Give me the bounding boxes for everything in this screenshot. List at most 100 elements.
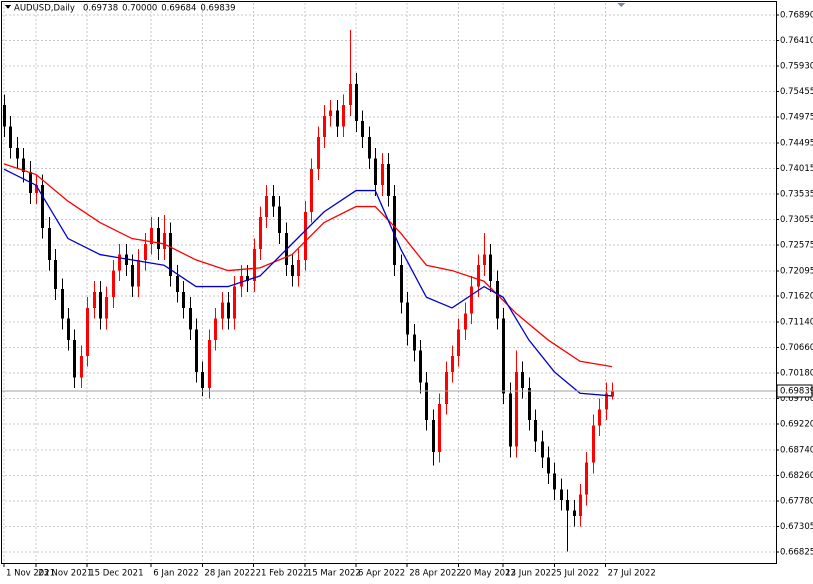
grid (1, 3, 776, 563)
x-tick-label: 6 Apr 2022 (358, 569, 405, 579)
candle-body (80, 355, 83, 378)
candle-body (41, 185, 44, 228)
candle-body (105, 297, 108, 319)
candle-body (445, 371, 448, 404)
candle-body (406, 302, 409, 335)
candle-body (208, 339, 211, 388)
plot (1, 29, 776, 552)
candle-body (233, 286, 236, 319)
candle-body (342, 105, 345, 127)
candle-body (22, 158, 25, 172)
candle-body (502, 318, 505, 394)
y-tick-label: 0.67305 (780, 522, 813, 532)
candle-body (297, 259, 300, 276)
candle-body (61, 289, 64, 319)
y-tick-label: 0.75930 (780, 62, 813, 72)
y-tick-label: 0.76890 (780, 11, 813, 21)
quote-open: 0.69738 (83, 4, 118, 14)
candle-body (541, 441, 544, 458)
candle-body (67, 318, 70, 340)
candle-body (189, 307, 192, 330)
candle-body (253, 249, 256, 282)
x-tick-label: 6 Jan 2022 (153, 569, 199, 579)
candle-body (381, 163, 384, 186)
candle-body (611, 391, 614, 397)
quote-close: 0.69839 (200, 4, 235, 14)
candle-body (272, 195, 275, 207)
candle-body (400, 265, 403, 303)
candle-body (413, 334, 416, 351)
candle-body (323, 115, 326, 138)
candle-body (438, 403, 441, 452)
y-tick-label: 0.73535 (780, 190, 813, 200)
x-tick-label: 28 Jan 2022 (204, 569, 255, 579)
candle-body (457, 329, 460, 356)
candle-body (246, 275, 249, 282)
candle-body (240, 275, 243, 287)
candle-body (464, 313, 467, 330)
candle-body (425, 382, 428, 420)
candle-body (361, 121, 364, 138)
y-tick-label: 0.73055 (780, 215, 813, 225)
candle-body (291, 265, 294, 276)
moving-average-line (3, 163, 613, 368)
y-tick-label: 0.69700 (780, 394, 813, 404)
candle-body (137, 259, 140, 287)
candle-body (304, 211, 307, 260)
candle-body (560, 489, 563, 500)
symbol-marker (5, 5, 11, 9)
candle-body (48, 227, 51, 260)
y-tick-label: 0.69220 (780, 420, 813, 430)
x-tick-label: 28 Apr 2022 (409, 569, 462, 579)
x-tick-label: 15 Dec 2021 (89, 569, 143, 579)
candle-body (393, 195, 396, 266)
candle-body (150, 227, 153, 244)
x-tick-label: 23 Nov 2021 (38, 569, 92, 579)
candle-body (553, 473, 556, 490)
chart-shift-marker (617, 3, 625, 7)
candle-body (227, 302, 230, 319)
candle-body (99, 291, 102, 319)
candle-body (182, 291, 185, 308)
x-tick-label: 27 Jul 2022 (608, 569, 656, 579)
candle-body (579, 494, 582, 516)
candle-body (496, 281, 499, 319)
candle-body (477, 265, 480, 287)
candle-body (515, 371, 518, 447)
y-tick-label: 0.66825 (780, 548, 813, 558)
candle-body (566, 499, 569, 511)
quote-high: 0.70000 (122, 4, 157, 14)
x-tick-label: 20 May 2022 (460, 569, 515, 579)
candle-body (374, 158, 377, 186)
y-tick-label: 0.76410 (780, 36, 813, 46)
y-tick-label: 0.72575 (780, 241, 813, 251)
x-tick-label: 15 Mar 2022 (307, 569, 361, 579)
candle-body (528, 387, 531, 420)
axes: 0.76890 0.76410 0.75930 0.75455 0.74975 0.744… (3, 11, 813, 579)
candle-body (470, 286, 473, 314)
candle-body (451, 355, 454, 372)
quote-low: 0.69684 (161, 4, 196, 14)
candle-body (329, 110, 332, 116)
y-tick-label: 0.68260 (780, 471, 813, 481)
candle-body (157, 227, 160, 250)
current-price-box (776, 384, 813, 398)
candle-body (349, 83, 352, 106)
candle-body (310, 169, 313, 212)
plot-frame (1, 1, 777, 564)
candle-body (598, 409, 601, 426)
candle-body (265, 195, 268, 218)
candle-body (35, 185, 38, 194)
candle-body (419, 350, 422, 383)
candle-body (521, 371, 524, 388)
candle-body (432, 419, 435, 452)
y-tick-label: 0.72095 (780, 266, 813, 276)
candle-body (93, 291, 96, 308)
candle-body (118, 254, 121, 271)
x-tick-label: 21 Feb 2022 (256, 569, 309, 579)
candle-body (131, 265, 134, 287)
candle-body (214, 318, 217, 340)
